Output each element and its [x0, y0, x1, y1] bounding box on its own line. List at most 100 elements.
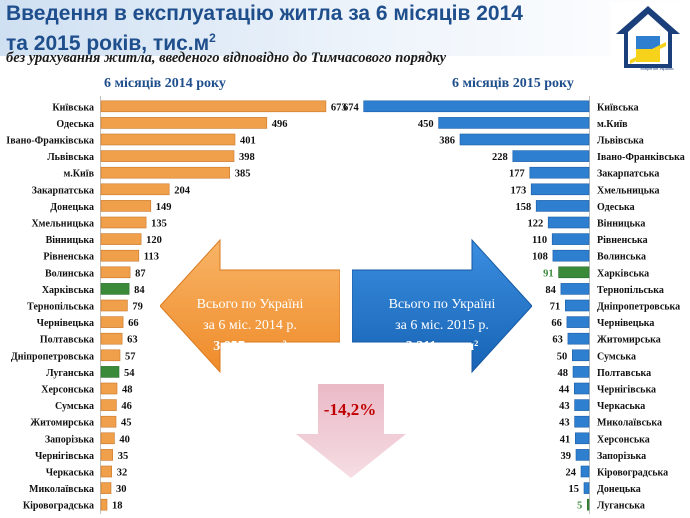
value-label-2014: 54	[124, 368, 135, 379]
category-label-2014: Харківська	[42, 285, 94, 296]
bar-2015	[535, 200, 590, 212]
category-label-2014: Тернопільська	[27, 302, 94, 313]
category-label-2014: Кіровоградська	[23, 501, 94, 512]
bar-2015	[574, 415, 590, 428]
category-label-2014: Житомирська	[30, 418, 94, 429]
category-label-2014: Одеська	[56, 119, 94, 130]
category-label-2015: Івано-Франківська	[597, 152, 685, 163]
value-label-2014: 40	[119, 434, 129, 445]
category-label-2014: Полтавська	[40, 335, 94, 346]
value-label-2014: 401	[240, 136, 256, 147]
value-label-2015: 15	[569, 484, 580, 495]
bar-2015	[567, 332, 590, 345]
category-label-2014: Чернівецька	[37, 318, 94, 329]
category-label-2015: Запорізька	[597, 451, 646, 462]
value-label-2014: 66	[128, 318, 139, 329]
bar-2015	[564, 299, 590, 312]
category-label-2015: Рівненська	[597, 235, 648, 246]
bar-2015	[571, 349, 590, 362]
category-label-2014: Луганська	[46, 368, 94, 379]
bar-2015	[560, 283, 590, 295]
category-label-2015: Закарпатська	[597, 169, 659, 180]
category-label-2015: Житомирська	[597, 335, 661, 346]
value-label-2014: 149	[156, 202, 172, 213]
bar-2015	[580, 465, 590, 478]
total-2014-arrow: Всього по Україні за 6 міс. 2014 р. 3 85…	[160, 236, 340, 376]
category-label-2015: Черкаська	[597, 401, 645, 412]
category-label-2014: Дніпропетровська	[11, 351, 94, 362]
value-label-2015: 228	[492, 152, 508, 163]
bar-2014	[100, 316, 124, 328]
total-2014-value: 3 857 тис.м²	[213, 339, 287, 354]
bar-2015	[574, 399, 590, 411]
value-label-2014: 18	[112, 501, 123, 512]
category-label-2014: Миколаївська	[29, 484, 94, 495]
bar-2015	[573, 382, 590, 395]
value-label-2014: 63	[127, 335, 138, 346]
value-label-2015: 108	[532, 252, 548, 263]
bar-2014	[100, 498, 108, 511]
bar-2014	[100, 249, 140, 262]
category-label-2015: Чернівецька	[597, 318, 654, 329]
ministry-logo: Мінрегіон України	[610, 2, 686, 76]
value-label-2015: 674	[343, 102, 360, 113]
value-label-2014: 385	[235, 169, 251, 180]
category-label-2015: Чернігівська	[597, 385, 656, 396]
value-label-2014: 30	[116, 484, 127, 495]
total-2015-line2: за 6 міс. 2015 р.	[395, 318, 489, 333]
value-label-2014: 120	[146, 235, 162, 246]
value-label-2014: 57	[125, 351, 136, 362]
logo-caption: Мінрегіон України	[640, 66, 674, 71]
category-label-2014: м.Київ	[63, 169, 94, 180]
category-label-2014: Сумська	[55, 401, 94, 412]
category-label-2015: Київська	[597, 102, 639, 113]
value-label-2014: 48	[122, 385, 133, 396]
period-2015-label: 6 місяців 2015 року	[452, 76, 574, 91]
bar-2014	[100, 399, 117, 411]
value-label-2014: 673	[331, 102, 347, 113]
title-unit-superscript: 2	[209, 31, 216, 45]
category-label-2014: Черкаська	[46, 468, 94, 479]
bar-2014	[100, 299, 128, 312]
bar-2015	[547, 216, 590, 229]
bar-2015	[529, 166, 590, 179]
bar-2015	[575, 449, 590, 461]
category-label-2015: Тернопільська	[597, 285, 664, 296]
total-2015-value: 3 311 тис.м²	[405, 339, 479, 354]
bar-2014	[100, 166, 230, 179]
value-label-2014: 35	[118, 451, 129, 462]
value-label-2015: 48	[558, 368, 569, 379]
bar-2014	[100, 200, 152, 212]
category-label-2015: Херсонська	[597, 434, 650, 445]
total-2015-arrow: Всього по Україні за 6 міс. 2015 р. 3 31…	[352, 236, 532, 376]
total-2014-line2: за 6 міс. 2014 р.	[203, 318, 297, 333]
category-label-2014: Рівненська	[43, 252, 94, 263]
value-label-2015: 158	[515, 202, 531, 213]
bar-2014	[100, 150, 235, 162]
value-label-2015: 450	[418, 119, 434, 130]
total-2015-line1: Всього по Україні	[388, 297, 496, 312]
category-label-2015: Хмельницька	[597, 185, 660, 196]
value-label-2015: 44	[559, 385, 570, 396]
category-label-2014: Закарпатська	[32, 185, 94, 196]
value-label-2015: 71	[550, 302, 561, 313]
category-label-2014: Волинська	[45, 268, 94, 279]
category-label-2015: Вінницька	[597, 219, 645, 230]
value-label-2015: 24	[566, 468, 577, 479]
value-label-2015: 5	[577, 501, 582, 512]
period-2014-label: 6 місяців 2014 року	[104, 76, 226, 91]
category-label-2015: Волинська	[597, 252, 646, 263]
value-label-2015: 39	[561, 451, 572, 462]
value-label-2014: 135	[151, 219, 167, 230]
bar-2015	[551, 233, 590, 245]
bar-2014	[100, 216, 147, 229]
bar-2015	[459, 133, 590, 146]
value-label-2015: 66	[551, 318, 562, 329]
value-label-2014: 496	[272, 119, 288, 130]
bar-2015	[363, 100, 590, 113]
category-label-2014: Донецька	[50, 202, 94, 213]
bar-2015	[586, 498, 590, 511]
bar-2014	[100, 100, 327, 113]
bar-2014	[100, 449, 113, 461]
